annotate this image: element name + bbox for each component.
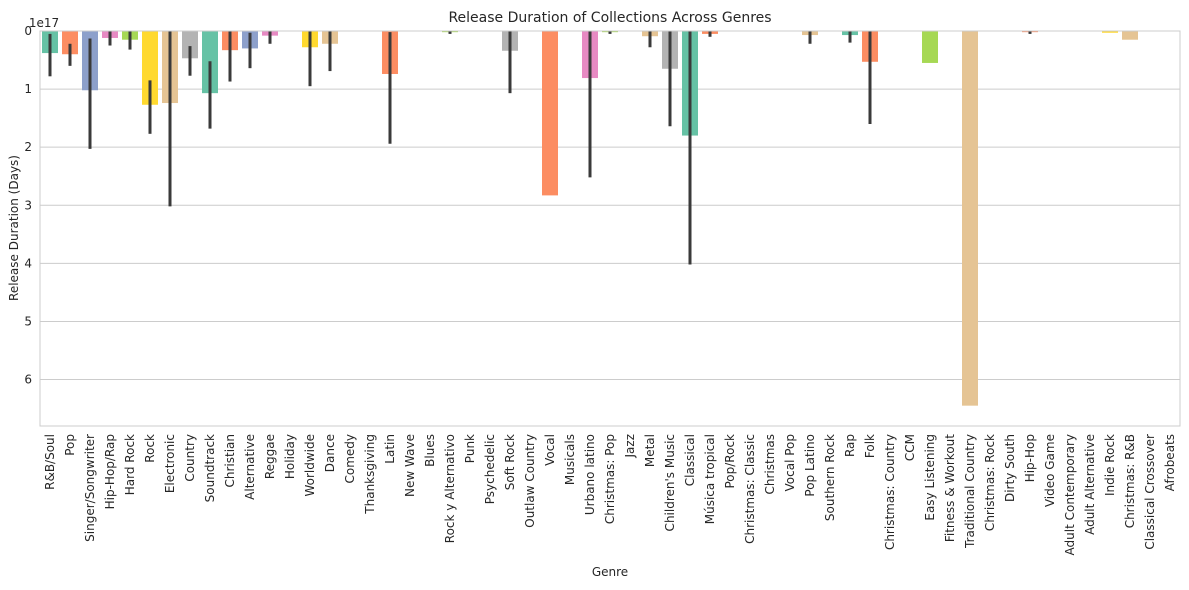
x-tick-label: Comedy [343, 434, 357, 484]
x-tick-labels: R&B/Soul Pop Singer/Songwriter Hip-Hop/Rap H… [43, 434, 1177, 556]
bar-46 [962, 31, 978, 406]
error-bars [48, 31, 1032, 265]
x-tick-label: Rap [843, 434, 857, 457]
x-tick-label: Indie Rock [1103, 434, 1117, 496]
x-tick-label: Hip-Hop/Rap [103, 434, 117, 509]
x-tick-label: CCM [903, 434, 917, 461]
x-tick-label: Country [183, 434, 197, 482]
x-tick-label: Punk [463, 434, 477, 463]
x-tick-label: Classical [683, 434, 697, 486]
y-tick-label: 2 [24, 140, 32, 154]
x-tick-label: Dance [323, 434, 337, 472]
x-tick-label: Holiday [283, 434, 297, 479]
x-tick-label: Vocal [543, 434, 557, 466]
x-tick-label: Christmas: Country [883, 434, 897, 550]
x-tick-label: Thanksgiving [363, 434, 377, 515]
bar-1 [62, 31, 78, 55]
x-tick-label: Latin [383, 434, 397, 464]
y-offset-label: 1e17 [29, 16, 59, 30]
x-tick-label: Rock y Alternativo [443, 434, 457, 543]
x-tick-label: Christmas: R&B [1123, 434, 1137, 528]
y-tick-label: 3 [24, 198, 32, 212]
x-tick-label: Folk [863, 434, 877, 458]
x-tick-label: Fitness & Workout [943, 434, 957, 542]
bar-53 [1102, 31, 1118, 33]
x-tick-label: R&B/Soul [43, 434, 57, 490]
y-tick-labels: 0 1 2 3 4 5 6 [24, 24, 32, 387]
y-axis-title: Release Duration (Days) [7, 155, 21, 301]
bar-54 [1122, 31, 1138, 40]
x-tick-label: Outlaw Country [523, 434, 537, 528]
x-tick-label: Classical Crossover [1143, 434, 1157, 550]
x-tick-label: Hip-Hop [1023, 434, 1037, 482]
x-tick-label: Christmas: Rock [983, 434, 997, 531]
x-tick-label: Musicals [563, 434, 577, 485]
x-tick-label: Worldwide [303, 434, 317, 497]
bar-7 [182, 31, 198, 59]
x-tick-label: Vocal Pop [783, 434, 797, 492]
x-tick-label: Afrobeats [1163, 434, 1177, 491]
x-tick-label: Alternative [243, 434, 257, 500]
chart-title: Release Duration of Collections Across G… [448, 10, 771, 26]
x-tick-label: Adult Alternative [1083, 434, 1097, 535]
x-tick-label: Urbano latino [583, 434, 597, 515]
plot-frame [39, 30, 1181, 427]
x-tick-label: Pop [63, 434, 77, 456]
y-tick-label: 0 [24, 24, 32, 38]
x-tick-label: Blues [423, 434, 437, 467]
x-tick-label: Hard Rock [123, 434, 137, 495]
x-tick-label: Children's Music [663, 434, 677, 531]
x-tick-label: Traditional Country [963, 434, 977, 549]
x-tick-label: Singer/Songwriter [83, 434, 97, 542]
x-tick-label: Reggae [263, 434, 277, 479]
x-tick-label: Soft Rock [503, 434, 517, 490]
x-axis-title: Genre [592, 565, 628, 579]
x-tick-label: Dirty South [1003, 434, 1017, 502]
x-tick-label: Metal [643, 434, 657, 467]
x-tick-label: Christmas: Pop [603, 434, 617, 524]
bar-44 [922, 31, 938, 63]
x-tick-label: Música tropical [703, 434, 717, 524]
x-tick-label: Video Game [1043, 434, 1057, 507]
y-tick-label: 4 [24, 256, 32, 270]
y-tick-label: 1 [24, 82, 32, 96]
x-tick-label: Pop/Rock [723, 434, 737, 489]
x-tick-label: Jazz [623, 434, 637, 459]
x-tick-label: Adult Contemporary [1063, 434, 1077, 555]
x-tick-label: Electronic [163, 434, 177, 493]
bar-25 [542, 31, 558, 196]
x-tick-label: Christian [223, 434, 237, 488]
bar-5 [142, 31, 158, 105]
x-tick-label: Easy Listening [923, 434, 937, 521]
x-tick-label: Soundtrack [203, 434, 217, 502]
x-tick-label: New Wave [403, 434, 417, 497]
x-tick-label: Southern Rock [823, 434, 837, 521]
x-tick-label: Christmas: Classic [743, 434, 757, 544]
y-tick-label: 6 [24, 373, 32, 387]
x-tick-label: Christmas [763, 434, 777, 495]
y-tick-label: 5 [24, 314, 32, 328]
x-tick-label: Rock [143, 434, 157, 463]
x-tick-label: Pop Latino [803, 434, 817, 497]
x-tick-label: Psychedelic [483, 434, 497, 504]
